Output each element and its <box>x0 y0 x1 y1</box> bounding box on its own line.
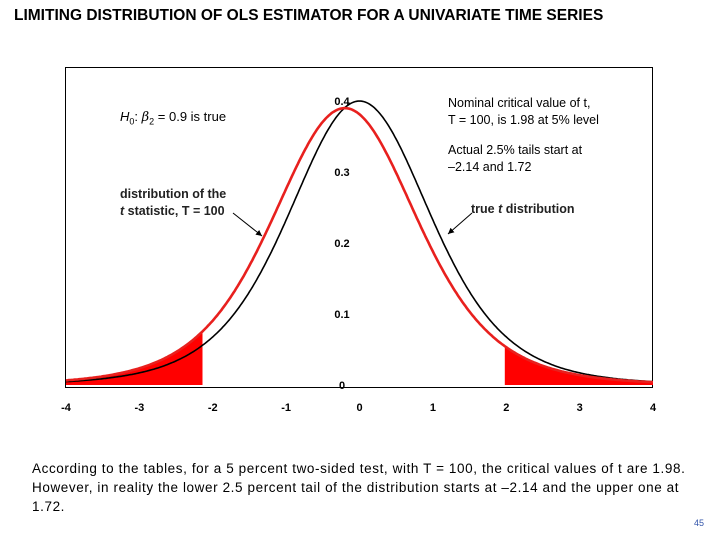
annotation-arrows <box>232 212 473 237</box>
y-tick-label: 0.1 <box>334 309 349 321</box>
slide-title: LIMITING DISTRIBUTION OF OLS ESTIMATOR F… <box>14 7 604 24</box>
hypothesis-colon: : <box>134 109 142 124</box>
hypothesis-h: H <box>120 109 130 124</box>
y-tick-label: 0.2 <box>334 238 349 250</box>
nominal-line1: Nominal critical value of t, <box>448 96 591 110</box>
hypothesis-beta: β <box>141 110 150 125</box>
actual-line2: –2.14 and 1.72 <box>448 160 532 174</box>
x-tick-label: -3 <box>134 402 144 414</box>
x-tick-label: -4 <box>61 402 72 414</box>
true-t-arrow <box>447 212 473 235</box>
hypothesis-sub0: 0 <box>129 116 135 127</box>
actual-line1: Actual 2.5% tails start at <box>448 143 583 157</box>
sample-dist-rest: statistic, T = 100 <box>124 204 225 218</box>
actual-tails-note: Actual 2.5% tails start at –2.14 and 1.7… <box>448 142 582 176</box>
true-t-label: true t distribution <box>471 201 574 218</box>
y-tick-label: 0.4 <box>334 96 350 108</box>
sample-dist-label: distribution of the t statistic, T = 100 <box>120 186 226 220</box>
true-t-italic: t <box>498 202 503 216</box>
sample-dist-arrow <box>232 212 263 237</box>
x-tick-label: -2 <box>208 402 218 414</box>
lower-tail-area <box>66 331 203 385</box>
true-t-post: distribution <box>502 202 575 216</box>
shaded-tails <box>66 331 653 385</box>
hypothesis-sub2: 2 <box>149 116 155 127</box>
hypothesis-rest: = 0.9 is true <box>154 109 227 124</box>
nominal-critical-note: Nominal critical value of t, T = 100, is… <box>448 95 599 129</box>
nominal-line2: T = 100, is 1.98 at 5% level <box>448 113 599 127</box>
sample-dist-line1: distribution of the <box>120 187 227 201</box>
page-number: 45 <box>693 518 704 528</box>
x-tick-label: 0 <box>356 402 362 414</box>
caption: According to the tables, for a 5 percent… <box>32 461 686 514</box>
tick-labels: -4 -3 -2 -1 0 1 2 3 4 0 0.1 0.2 0.3 0.4 <box>61 96 657 414</box>
true-t-curve <box>65 100 654 383</box>
x-tick-label: 3 <box>577 402 583 414</box>
y-tick-label: 0.3 <box>334 167 349 179</box>
upper-tail-area <box>504 346 653 385</box>
x-tick-label: 4 <box>650 402 657 414</box>
true-t-pre: true <box>471 202 499 216</box>
x-tick-label: 1 <box>430 402 436 414</box>
sample-dist-t: t <box>120 204 125 218</box>
sample-t-curve <box>65 106 653 384</box>
y-tick-label: 0 <box>339 380 345 392</box>
x-tick-label: 2 <box>503 402 509 414</box>
hypothesis-label: H0: β2 = 0.9 is true <box>120 108 226 131</box>
curves <box>65 100 654 384</box>
sample-dist-line2: t statistic, T = 100 <box>120 203 226 220</box>
plot-frame <box>65 67 653 388</box>
x-tick-label: -1 <box>281 402 291 414</box>
